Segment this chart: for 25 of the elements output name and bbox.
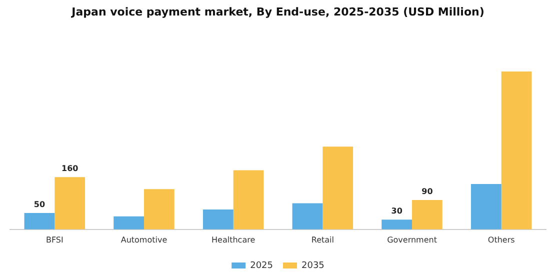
legend-label: 2035 [302, 260, 324, 271]
bar [470, 184, 502, 230]
data-label: 30 [391, 206, 403, 216]
chart-title: Japan voice payment market, By End-use, 2025-2035 (USD Million) [70, 5, 484, 18]
x-tick-label: Others [488, 235, 515, 244]
data-label: 90 [422, 187, 434, 196]
bar [114, 216, 144, 230]
bar [412, 200, 442, 230]
bar [233, 170, 264, 230]
x-tick-label: Healthcare [212, 235, 256, 244]
bar [202, 209, 234, 230]
x-tick-label: BFSI [46, 235, 64, 244]
bar [382, 220, 412, 230]
bar [292, 203, 323, 230]
bar [54, 177, 86, 230]
x-tick-label: Government [387, 235, 437, 244]
bar [501, 71, 532, 230]
legend-label: 2025 [250, 260, 273, 271]
data-label: 160 [62, 164, 79, 174]
bar [144, 189, 174, 230]
bar [322, 146, 354, 230]
x-tick-label: Automotive [120, 235, 168, 244]
data-label: 50 [34, 200, 46, 210]
bar [24, 213, 55, 230]
x-tick-label: Retail [311, 235, 334, 244]
